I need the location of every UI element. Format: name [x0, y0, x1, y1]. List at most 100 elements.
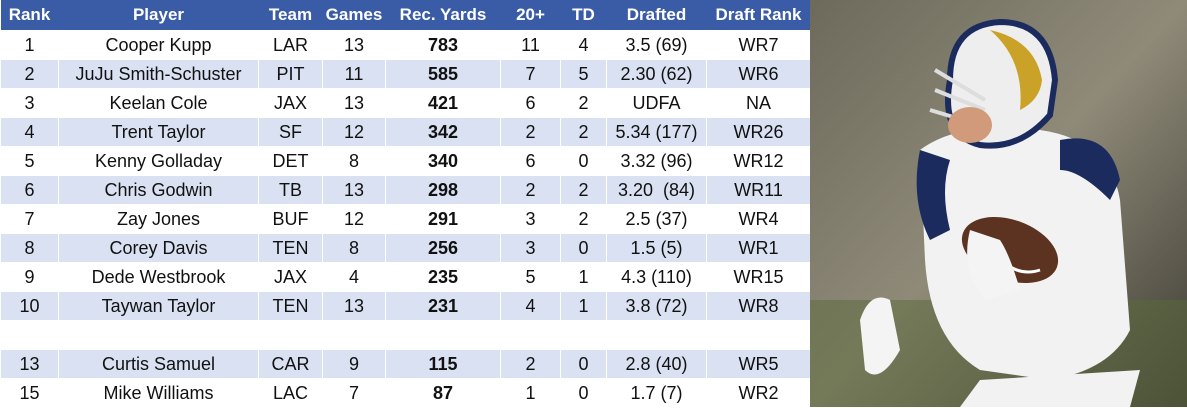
table-cell: 298 [385, 175, 501, 205]
table-cell: JuJu Smith-Schuster [58, 59, 259, 89]
table-cell: 7 [500, 59, 561, 89]
table-cell: TEN [258, 291, 323, 321]
table-cell: 4 [500, 291, 561, 321]
table-cell: SF [258, 117, 323, 147]
table-cell: 421 [385, 88, 501, 118]
table-cell: 585 [385, 59, 501, 89]
table-cell: Kenny Golladay [58, 146, 259, 176]
table-cell: 5.34 (177) [606, 117, 707, 147]
table-cell: Chris Godwin [58, 175, 259, 205]
table-cell: WR6 [706, 59, 811, 89]
empty-cell [500, 320, 561, 350]
table-cell: LAC [258, 378, 323, 408]
table-cell: 2 [500, 175, 561, 205]
table-cell: 9 [322, 349, 386, 379]
table-cell: 2 [560, 88, 607, 118]
table-cell: 0 [560, 349, 607, 379]
table-cell: 291 [385, 204, 501, 234]
empty-cell [58, 320, 259, 350]
table-cell: 3 [0, 88, 59, 118]
empty-cell [560, 320, 607, 350]
table-cell: 235 [385, 262, 501, 292]
table-cell: 8 [322, 146, 386, 176]
column-header: Rec. Yards [385, 0, 501, 31]
table-cell: JAX [258, 88, 323, 118]
table-cell: Curtis Samuel [58, 349, 259, 379]
table-cell: 4.3 (110) [606, 262, 707, 292]
table-cell: 2.5 (37) [606, 204, 707, 234]
stats-table: Rank Player Team Games Rec. Yards 20+ TD Drafte… [0, 0, 811, 408]
table-cell: 0 [560, 233, 607, 263]
table-cell: 4 [0, 117, 59, 147]
table-row: 2 JuJu Smith-Schuster PIT 11 585 7 5 2.30 (62) W… [0, 59, 811, 89]
table-row: 1 Cooper Kupp LAR 13 783 11 4 3.5 (69) WR7 [0, 30, 811, 60]
table-cell: 8 [0, 233, 59, 263]
table-cell: 6 [500, 88, 561, 118]
table-cell: Keelan Cole [58, 88, 259, 118]
table-cell: NA [706, 88, 811, 118]
table-cell: Mike Williams [58, 378, 259, 408]
header-row: Rank Player Team Games Rec. Yards 20+ TD Drafte… [0, 0, 811, 31]
table-body: 1 Cooper Kupp LAR 13 783 11 4 3.5 (69) WR7 2 JuJu … [0, 30, 811, 408]
table-cell: 1 [560, 291, 607, 321]
table-cell: 13 [322, 291, 386, 321]
table-cell: 3.5 (69) [606, 30, 707, 60]
table-cell: 13 [322, 30, 386, 60]
table-cell: 231 [385, 291, 501, 321]
column-header: Games [322, 0, 386, 31]
empty-cell [322, 320, 386, 350]
table-cell: 1 [0, 30, 59, 60]
table-cell: UDFA [606, 88, 707, 118]
table-row: 3 Keelan Cole JAX 13 421 6 2 UDFA NA [0, 88, 811, 118]
column-header: TD [560, 0, 607, 31]
table-cell: 13 [322, 88, 386, 118]
table-cell: 256 [385, 233, 501, 263]
table-cell: 11 [322, 59, 386, 89]
column-header: Rank [0, 0, 59, 31]
table-cell: Trent Taylor [58, 117, 259, 147]
empty-cell [0, 320, 59, 350]
table-cell: 1.5 (5) [606, 233, 707, 263]
table-cell: 3 [500, 233, 561, 263]
table-cell: Taywan Taylor [58, 291, 259, 321]
table-cell: 15 [0, 378, 59, 408]
table-cell: WR2 [706, 378, 811, 408]
table-cell: WR26 [706, 117, 811, 147]
spacer-row [0, 320, 811, 350]
empty-cell [385, 320, 501, 350]
player-photo [810, 0, 1187, 407]
table-row: 5 Kenny Golladay DET 8 340 6 0 3.32 (96) WR12 [0, 146, 811, 176]
table-cell: 12 [322, 117, 386, 147]
table-cell: 8 [322, 233, 386, 263]
table-cell: LAR [258, 30, 323, 60]
table-cell: PIT [258, 59, 323, 89]
table-row: 8 Corey Davis TEN 8 256 3 0 1.5 (5) WR1 [0, 233, 811, 263]
table-cell: 12 [322, 204, 386, 234]
table-cell: 5 [560, 59, 607, 89]
table-cell: 0 [560, 378, 607, 408]
table-row: 7 Zay Jones BUF 12 291 3 2 2.5 (37) WR4 [0, 204, 811, 234]
table-cell: 2 [0, 59, 59, 89]
empty-cell [258, 320, 323, 350]
table-cell: 1 [560, 262, 607, 292]
table-cell: Cooper Kupp [58, 30, 259, 60]
table-cell: TEN [258, 233, 323, 263]
table-cell: 2 [560, 175, 607, 205]
table-cell: 13 [0, 349, 59, 379]
table-cell: 87 [385, 378, 501, 408]
table-cell: 340 [385, 146, 501, 176]
table-cell: CAR [258, 349, 323, 379]
table-cell: 3.8 (72) [606, 291, 707, 321]
table-cell: 7 [322, 378, 386, 408]
table-cell: WR12 [706, 146, 811, 176]
table-cell: WR11 [706, 175, 811, 205]
table-cell: 13 [322, 175, 386, 205]
table-cell: Dede Westbrook [58, 262, 259, 292]
table-cell: JAX [258, 262, 323, 292]
table-cell: 10 [0, 291, 59, 321]
table-cell: 3.32 (96) [606, 146, 707, 176]
table-cell: 7 [0, 204, 59, 234]
table-cell: 6 [0, 175, 59, 205]
table-cell: 2 [500, 349, 561, 379]
